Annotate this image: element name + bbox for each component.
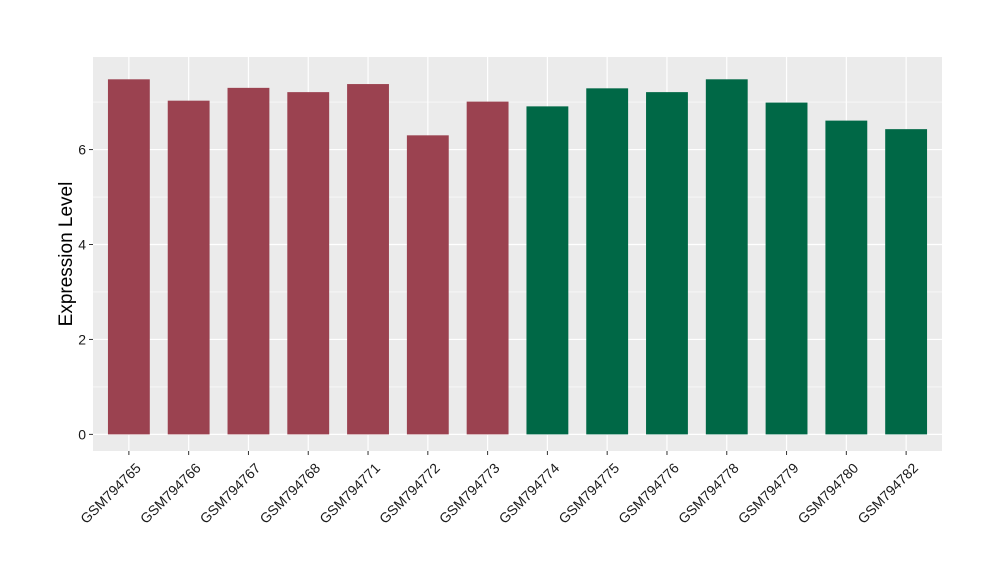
x-tick-label: GSM794767: [197, 460, 264, 527]
x-tick-label: GSM794771: [316, 460, 383, 527]
x-tick-label: GSM794779: [735, 460, 802, 527]
bar-GSM794765: [107, 79, 150, 435]
x-tick-label: GSM794776: [615, 460, 682, 527]
x-tick-label: GSM794766: [137, 460, 204, 527]
bar-GSM794774: [526, 106, 569, 435]
bar-GSM794779: [765, 102, 808, 435]
x-tick-label: GSM794782: [854, 460, 921, 527]
x-tick-label: GSM794774: [496, 460, 563, 527]
bar-GSM794766: [167, 100, 210, 435]
bar-GSM794772: [406, 135, 449, 435]
bar-GSM794771: [347, 84, 389, 435]
x-tick-label: GSM794778: [675, 460, 742, 527]
x-axis: GSM794765GSM794766GSM794767GSM794768GSM7…: [77, 451, 921, 527]
x-tick-label: GSM794773: [436, 460, 503, 527]
x-tick-label: GSM794768: [256, 460, 323, 527]
y-tick-label: 0: [78, 426, 86, 442]
bar-GSM794782: [885, 129, 928, 435]
bar-GSM794768: [287, 92, 330, 435]
y-tick-label: 2: [78, 331, 86, 347]
x-tick-label: GSM794772: [376, 460, 443, 527]
bar-GSM794778: [705, 79, 748, 435]
bar-GSM794773: [466, 101, 509, 435]
y-axis-title: Expression Level: [56, 182, 77, 327]
x-tick-label: GSM794775: [555, 460, 622, 527]
plot-panel: [93, 57, 942, 451]
y-tick-label: 4: [78, 237, 86, 253]
bar-GSM794775: [586, 88, 629, 435]
bars-group: [107, 79, 928, 435]
y-tick-label: 6: [78, 142, 86, 158]
bar-GSM794767: [227, 87, 270, 435]
bar-GSM794776: [646, 92, 688, 435]
x-tick-label: GSM794765: [77, 460, 144, 527]
x-tick-label: GSM794780: [794, 460, 861, 527]
bar-GSM794780: [825, 120, 868, 435]
y-axis: 0 2 4 6: [78, 142, 93, 442]
